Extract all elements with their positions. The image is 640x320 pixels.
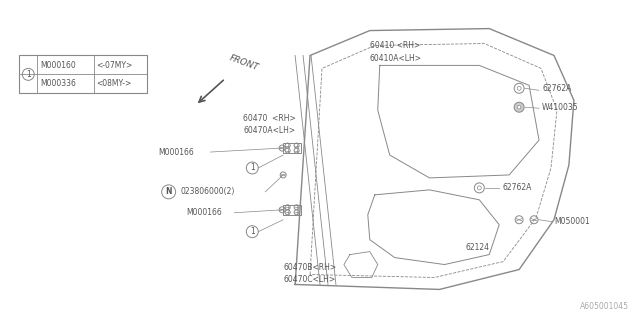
- Text: 1: 1: [250, 164, 255, 172]
- Text: A605001045: A605001045: [580, 302, 628, 311]
- Text: 023806000(2): 023806000(2): [180, 188, 235, 196]
- Text: M000160: M000160: [40, 61, 76, 70]
- Text: 60470B<RH>: 60470B<RH>: [284, 263, 337, 272]
- Text: 60410A<LH>: 60410A<LH>: [370, 54, 422, 63]
- Text: N: N: [165, 188, 172, 196]
- Text: 60410 <RH>: 60410 <RH>: [370, 41, 420, 50]
- Text: 62124: 62124: [465, 243, 490, 252]
- Text: 62762A: 62762A: [502, 183, 532, 192]
- Text: <-07MY>: <-07MY>: [96, 61, 132, 70]
- Bar: [283, 205, 301, 215]
- Bar: [19, 55, 147, 93]
- Text: 60470  <RH>: 60470 <RH>: [243, 114, 296, 123]
- Text: 60470C<LH>: 60470C<LH>: [284, 275, 336, 284]
- Text: 1: 1: [26, 70, 31, 79]
- Text: FRONT: FRONT: [228, 53, 260, 72]
- Text: M000166: M000166: [159, 148, 195, 156]
- Text: W410035: W410035: [542, 103, 579, 112]
- Text: <08MY->: <08MY->: [96, 79, 131, 88]
- Text: 60470A<LH>: 60470A<LH>: [243, 126, 296, 135]
- Text: M050001: M050001: [554, 217, 589, 226]
- Circle shape: [514, 102, 524, 112]
- Circle shape: [517, 106, 521, 109]
- Text: M000336: M000336: [40, 79, 76, 88]
- Text: 1: 1: [250, 227, 255, 236]
- Text: 62762A: 62762A: [542, 84, 572, 93]
- Bar: [283, 143, 301, 153]
- Text: M000166: M000166: [187, 208, 222, 217]
